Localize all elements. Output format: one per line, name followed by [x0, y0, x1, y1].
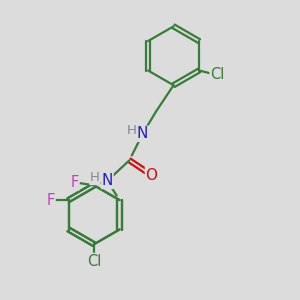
Text: N: N — [137, 126, 148, 141]
Text: F: F — [47, 193, 55, 208]
Text: F: F — [71, 175, 79, 190]
Text: H: H — [90, 172, 100, 184]
Text: Cl: Cl — [87, 254, 101, 268]
Text: O: O — [146, 167, 158, 182]
Text: Cl: Cl — [210, 68, 224, 82]
Text: H: H — [127, 124, 136, 137]
Text: N: N — [102, 173, 113, 188]
